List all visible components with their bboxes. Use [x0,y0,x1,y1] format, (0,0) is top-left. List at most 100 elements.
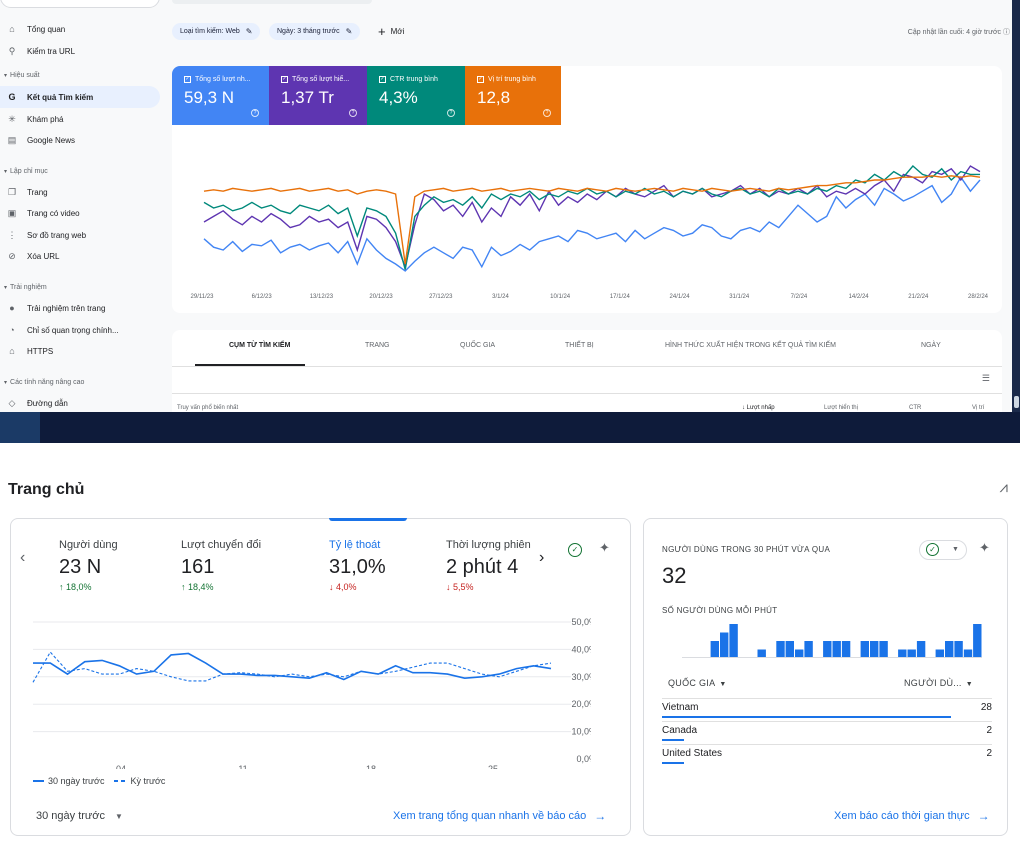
view-realtime-link[interactable]: Xem báo cáo thời gian thực → [834,809,990,823]
realtime-user-count: 32 [662,563,687,588]
sidebar-item[interactable]: G Kết quả Tìm kiếm [0,86,160,108]
minute-bar[interactable] [935,649,944,659]
dimension-tab[interactable]: CỤM TỪ TÌM KIẾM [229,342,291,349]
sparkle-icon[interactable]: ✦ [599,540,610,555]
dimension-tab[interactable]: TRANG [365,342,390,349]
realtime-status-dropdown[interactable]: ✓ ▼ [919,540,967,560]
minute-bar[interactable] [879,641,888,658]
collapse-caret-icon: ▾ [4,380,8,386]
help-icon[interactable]: ? [349,109,357,117]
x-tick-label: 13/12/23 [310,294,334,300]
checkbox-icon[interactable]: ✓ [281,76,288,83]
minute-bar[interactable] [870,641,879,658]
minute-bar[interactable] [860,641,869,658]
kpi-tile[interactable]: Thời lượng phiên 2 phút 4 ↓ 5,5% [446,539,534,592]
minute-bar[interactable] [973,624,982,658]
checkbox-icon[interactable]: ✓ [379,76,386,83]
country-row[interactable]: Vietnam 28 [662,702,992,718]
help-icon[interactable]: ? [251,109,259,117]
minute-bar[interactable] [729,624,738,658]
minute-bar[interactable] [898,649,907,659]
kpi-tile[interactable]: Người dùng 23 N ↑ 18,0% [59,539,118,592]
minute-bar[interactable] [907,649,916,659]
metric-tile[interactable]: ✓ Tổng số lượt nh... 59,3 N? [172,66,269,125]
sidebar-item[interactable]: ▤ Google News [0,129,160,151]
search-type-filter-chip[interactable]: Loại tìm kiếm: Web ✎ [172,23,261,40]
sidebar-item[interactable]: ▣ Trang có video [0,202,160,224]
view-overview-link[interactable]: Xem trang tổng quan nhanh về báo cáo → [393,809,606,823]
metric-value: 4,3% [379,88,418,107]
users-column-dropdown[interactable]: NGƯỜI DÙ... ▼ [904,678,973,688]
minute-bar[interactable] [710,641,719,658]
sidebar-item[interactable]: ❐ Trang [0,181,160,203]
minute-bar[interactable] [804,641,813,658]
metric-tile[interactable]: ✓ Vị trí trung bình 12,8? [465,66,561,125]
minute-bar[interactable] [916,641,926,658]
sidebar-section-label: Trải nghiệm [10,284,47,291]
country-column-dropdown[interactable]: QUỐC GIA ▼ [668,678,727,688]
sidebar-item[interactable]: ● Trải nghiệm trên trang [0,297,160,319]
country-row[interactable]: United States 2 [662,748,992,764]
sidebar-item[interactable]: ⊘ Xóa URL [0,245,160,267]
minute-bar[interactable] [776,641,785,658]
country-row[interactable]: Canada 2 [662,725,992,741]
minute-bar[interactable] [832,641,841,658]
metric-tile[interactable]: ✓ Tổng số lượt hiể... 1,37 Tr? [269,66,367,125]
scrollbar-track[interactable] [1012,0,1020,412]
minute-bar[interactable] [720,632,729,659]
column-header-ctr[interactable]: CTR [909,405,922,411]
sidebar-item[interactable]: ⌂ HTTPS [0,340,160,362]
scrollbar-thumb[interactable] [1014,396,1019,408]
help-icon[interactable]: ? [447,109,455,117]
dimension-tab[interactable]: NGÀY [921,342,941,349]
column-header-position[interactable]: Vị trí [972,405,985,411]
column-header-impressions[interactable]: Lượt hiển thị [824,405,858,411]
sidebar-item[interactable]: ◔ Chỉ số quan trọng chính... [0,319,160,341]
separator-accent [0,412,40,443]
sidebar-item[interactable]: ⌂ Tổng quan [0,18,160,40]
dimension-tab[interactable]: QUỐC GIA [460,342,496,349]
date-filter-chip[interactable]: Ngày: 3 tháng trước ✎ [269,23,361,40]
dimension-tab[interactable]: HÌNH THỨC XUẤT HIỆN TRONG KẾT QUẢ TÌM KI… [665,342,837,349]
news-icon: ▤ [7,134,17,145]
minute-bar[interactable] [963,649,973,659]
kpi-tile[interactable]: Tỷ lệ thoát 31,0% ↓ 4,0% [329,539,386,592]
chevron-right-icon[interactable]: › [539,549,545,566]
minute-bar[interactable] [795,649,804,659]
sidebar-section-header[interactable]: ▾ Các tính năng nâng cao [4,379,84,386]
country-user-count: 2 [986,748,992,759]
minute-bar[interactable] [945,641,954,658]
minute-bar[interactable] [785,641,794,658]
check-circle-icon[interactable]: ✓ [568,543,582,557]
filter-rows-icon[interactable]: ☰ [981,373,990,383]
minute-bar[interactable] [823,641,832,658]
checkbox-icon[interactable]: ✓ [184,76,191,83]
insights-icon[interactable]: ⩘ [999,479,1008,496]
sidebar-section-header[interactable]: ▾ Hiệu suất [4,72,40,79]
date-range-dropdown[interactable]: 30 ngày trước ▼ [36,810,123,822]
sidebar-item[interactable]: ⋮ Sơ đồ trang web [0,224,160,246]
kpi-value: 31,0% [329,556,386,578]
new-filter-button[interactable]: + Mới [378,23,404,40]
checkbox-icon[interactable]: ✓ [477,76,484,83]
minute-bar[interactable] [757,649,766,659]
minute-bar[interactable] [841,641,851,658]
sidebar-section-header[interactable]: ▾ Lập chỉ mục [4,168,48,175]
help-icon[interactable]: ⓘ [1003,29,1010,36]
kpi-label: Tỷ lệ thoát [329,539,381,551]
column-header-clicks[interactable]: ↓ Lượt nhấp [742,405,775,411]
chevron-left-icon[interactable]: ‹ [20,549,26,566]
sidebar-search-box[interactable] [0,0,160,8]
column-header-query[interactable]: Truy vấn phổ biến nhất [177,405,239,411]
sparkle-icon[interactable]: ✦ [979,540,990,555]
sidebar-section-header[interactable]: ▾ Trải nghiệm [4,284,47,291]
sidebar-item[interactable]: ✳ Khám phá [0,108,160,130]
kpi-tile[interactable]: Lượt chuyển đổi 161 ↑ 18,4% [181,539,261,592]
sidebar-item[interactable]: ◇ Đường dẫn [0,392,160,412]
metric-tile[interactable]: ✓ CTR trung bình 4,3%? [367,66,465,125]
help-icon[interactable]: ? [543,109,551,117]
sidebar-item[interactable]: ⚲ Kiểm tra URL [0,40,160,62]
minute-bar[interactable] [954,641,963,658]
dimension-tab[interactable]: THIẾT BỊ [565,342,594,349]
realtime-card: NGƯỜI DÙNG TRONG 30 PHÚT VỪA QUA ✓ ▼ ✦ 3… [643,518,1008,836]
